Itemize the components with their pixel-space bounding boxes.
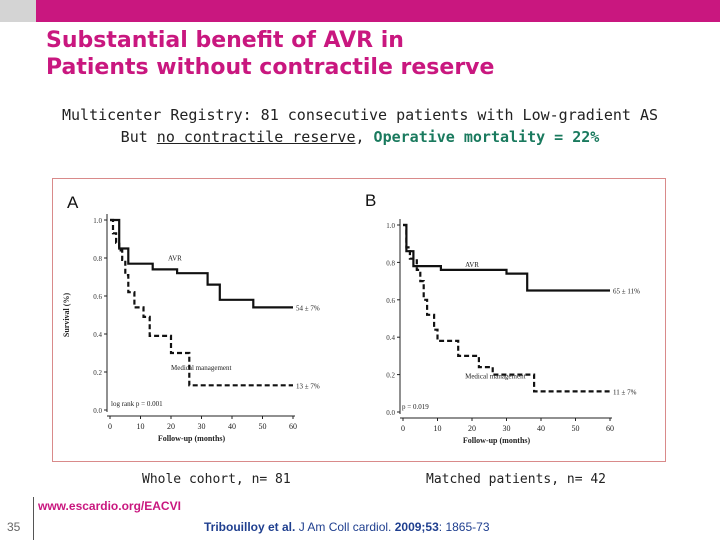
subtitle-line-1: Multicenter Registry: 81 consecutive pat… <box>61 106 659 124</box>
panel-a-medical-end-label: 13 ± 7% <box>296 382 320 390</box>
citation-authors: Tribouilloy et al. <box>204 520 296 534</box>
panel-a-y-axis-title: Survival (%) <box>62 293 71 338</box>
subtitle-prefix: But <box>120 128 157 146</box>
panel-a-y-tick-label: 0.8 <box>93 255 102 263</box>
operative-mortality-text: Operative mortality = 22% <box>373 128 600 146</box>
caption-matched-patients: Matched patients, n= 42 <box>426 472 607 487</box>
panel-a-x-tick-label: 40 <box>228 422 236 431</box>
panel-b-y-tick-label: 0.0 <box>386 409 395 417</box>
panel-a-x-tick-label: 20 <box>167 422 175 431</box>
no-contractile-reserve-text: no contractile reserve <box>156 128 356 146</box>
panel-b-y-tick-label: 0.2 <box>386 372 395 380</box>
top-left-strip <box>0 0 36 22</box>
panel-b-avr-curve <box>403 223 610 292</box>
panel-a-x-tick-label: 60 <box>289 422 297 431</box>
panel-b-x-tick-label: 50 <box>572 424 580 433</box>
citation-journal: J Am Coll cardiol. <box>295 520 395 534</box>
subtitle-comma: , <box>355 128 365 146</box>
panel-a-x-tick-label: 30 <box>198 422 206 431</box>
panel-a-y-tick-label: 0.6 <box>93 293 102 301</box>
panel-a-y-tick-label: 0.0 <box>93 407 102 415</box>
survival-figure: A 1.0 0.8 0.6 0.4 0.2 0.0 0 10 20 30 40 50 60 Follow-u… <box>52 178 666 462</box>
slide-subtitle: Multicenter Registry: 81 consecutive pat… <box>20 104 700 148</box>
panel-b-p-value: p = 0.019 <box>402 403 429 411</box>
panel-b-x-tick-label: 0 <box>401 424 405 433</box>
caption-whole-cohort: Whole cohort, n= 81 <box>142 472 291 487</box>
panel-b-x-tick-label: 10 <box>434 424 442 433</box>
panel-a-avr-end-label: 54 ± 7% <box>296 304 320 312</box>
panel-a-x-tick-label: 0 <box>108 422 112 431</box>
panel-a-x-tick-label: 10 <box>137 422 145 431</box>
panel-b-x-tick-label: 40 <box>537 424 545 433</box>
top-banner <box>36 0 720 22</box>
panel-b-y-tick-label: 0.8 <box>386 259 395 267</box>
title-line-2: Patients without contractile reserve <box>46 55 495 80</box>
panel-b-x-tick-label: 20 <box>468 424 476 433</box>
panel-a-y-tick-label: 1.0 <box>93 217 102 225</box>
panel-a-y-tick-label: 0.2 <box>93 369 102 377</box>
survival-curves-svg: A 1.0 0.8 0.6 0.4 0.2 0.0 0 10 20 30 40 50 60 Follow-u… <box>62 191 640 445</box>
panel-a-x-tick-label: 50 <box>259 422 267 431</box>
panel-b-x-axis-title: Follow-up (months) <box>463 436 531 445</box>
website-link[interactable]: www.escardio.org/EACVI <box>38 499 181 513</box>
panel-a-medical-series-label: Medical management <box>171 364 232 372</box>
panel-b-x-tick-label: 60 <box>606 424 614 433</box>
panel-b-y-tick-label: 0.4 <box>386 334 395 342</box>
panel-a-medical-curve <box>110 218 293 387</box>
page-number: 35 <box>7 520 21 534</box>
citation-pages: : 1865-73 <box>438 520 490 534</box>
footer-divider <box>33 497 34 540</box>
panel-b-y-tick-label: 0.6 <box>386 297 395 305</box>
panel-a-avr-series-label: AVR <box>168 255 182 263</box>
panel-a-p-value: log rank p = 0.001 <box>111 400 163 408</box>
panel-b-medical-curve <box>403 223 610 393</box>
citation-year-volume: 2009;53 <box>394 520 439 534</box>
panel-b-medical-end-label: 11 ± 7% <box>613 388 637 396</box>
panel-b-y-tick-label: 1.0 <box>386 222 395 230</box>
panel-a-label: A <box>67 193 79 212</box>
panel-b-x-tick-label: 30 <box>503 424 511 433</box>
subtitle-line-2: But no contractile reserve, Operative mo… <box>20 126 700 148</box>
title-line-1: Substantial benefit of AVR in <box>46 28 404 53</box>
slide-title: Substantial benefit of AVR in Patients w… <box>46 27 686 81</box>
panel-b-avr-end-label: 65 ± 11% <box>613 287 640 295</box>
panel-b-medical-series-label: Medical management <box>465 372 526 380</box>
panel-a-avr-curve <box>110 218 293 309</box>
panel-a-y-tick-label: 0.4 <box>93 331 102 339</box>
panel-a-x-axis-title: Follow-up (months) <box>158 434 226 443</box>
citation: Tribouilloy et al. J Am Coll cardiol. 20… <box>204 520 490 534</box>
panel-b-label: B <box>365 191 376 210</box>
panel-b-avr-series-label: AVR <box>465 261 479 269</box>
